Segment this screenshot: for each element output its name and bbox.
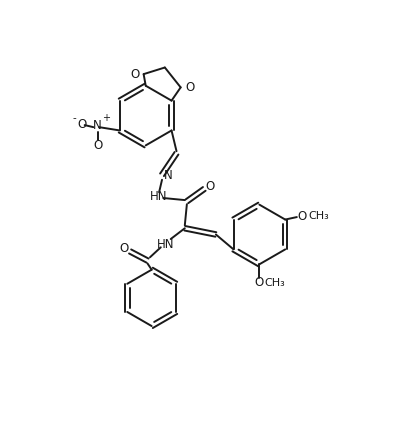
- Text: CH₃: CH₃: [309, 211, 329, 221]
- Text: N: N: [164, 169, 173, 182]
- Text: CH₃: CH₃: [264, 277, 285, 288]
- Text: -: -: [72, 114, 76, 123]
- Text: N: N: [93, 120, 102, 132]
- Text: +: +: [102, 113, 110, 123]
- Text: O: O: [93, 139, 102, 152]
- Text: HN: HN: [157, 237, 175, 251]
- Text: O: O: [185, 81, 194, 94]
- Text: HN: HN: [150, 190, 168, 203]
- Text: O: O: [297, 210, 307, 223]
- Text: O: O: [254, 276, 263, 289]
- Text: O: O: [205, 180, 215, 193]
- Text: O: O: [119, 243, 128, 255]
- Text: O: O: [130, 68, 139, 81]
- Text: O: O: [77, 118, 87, 131]
